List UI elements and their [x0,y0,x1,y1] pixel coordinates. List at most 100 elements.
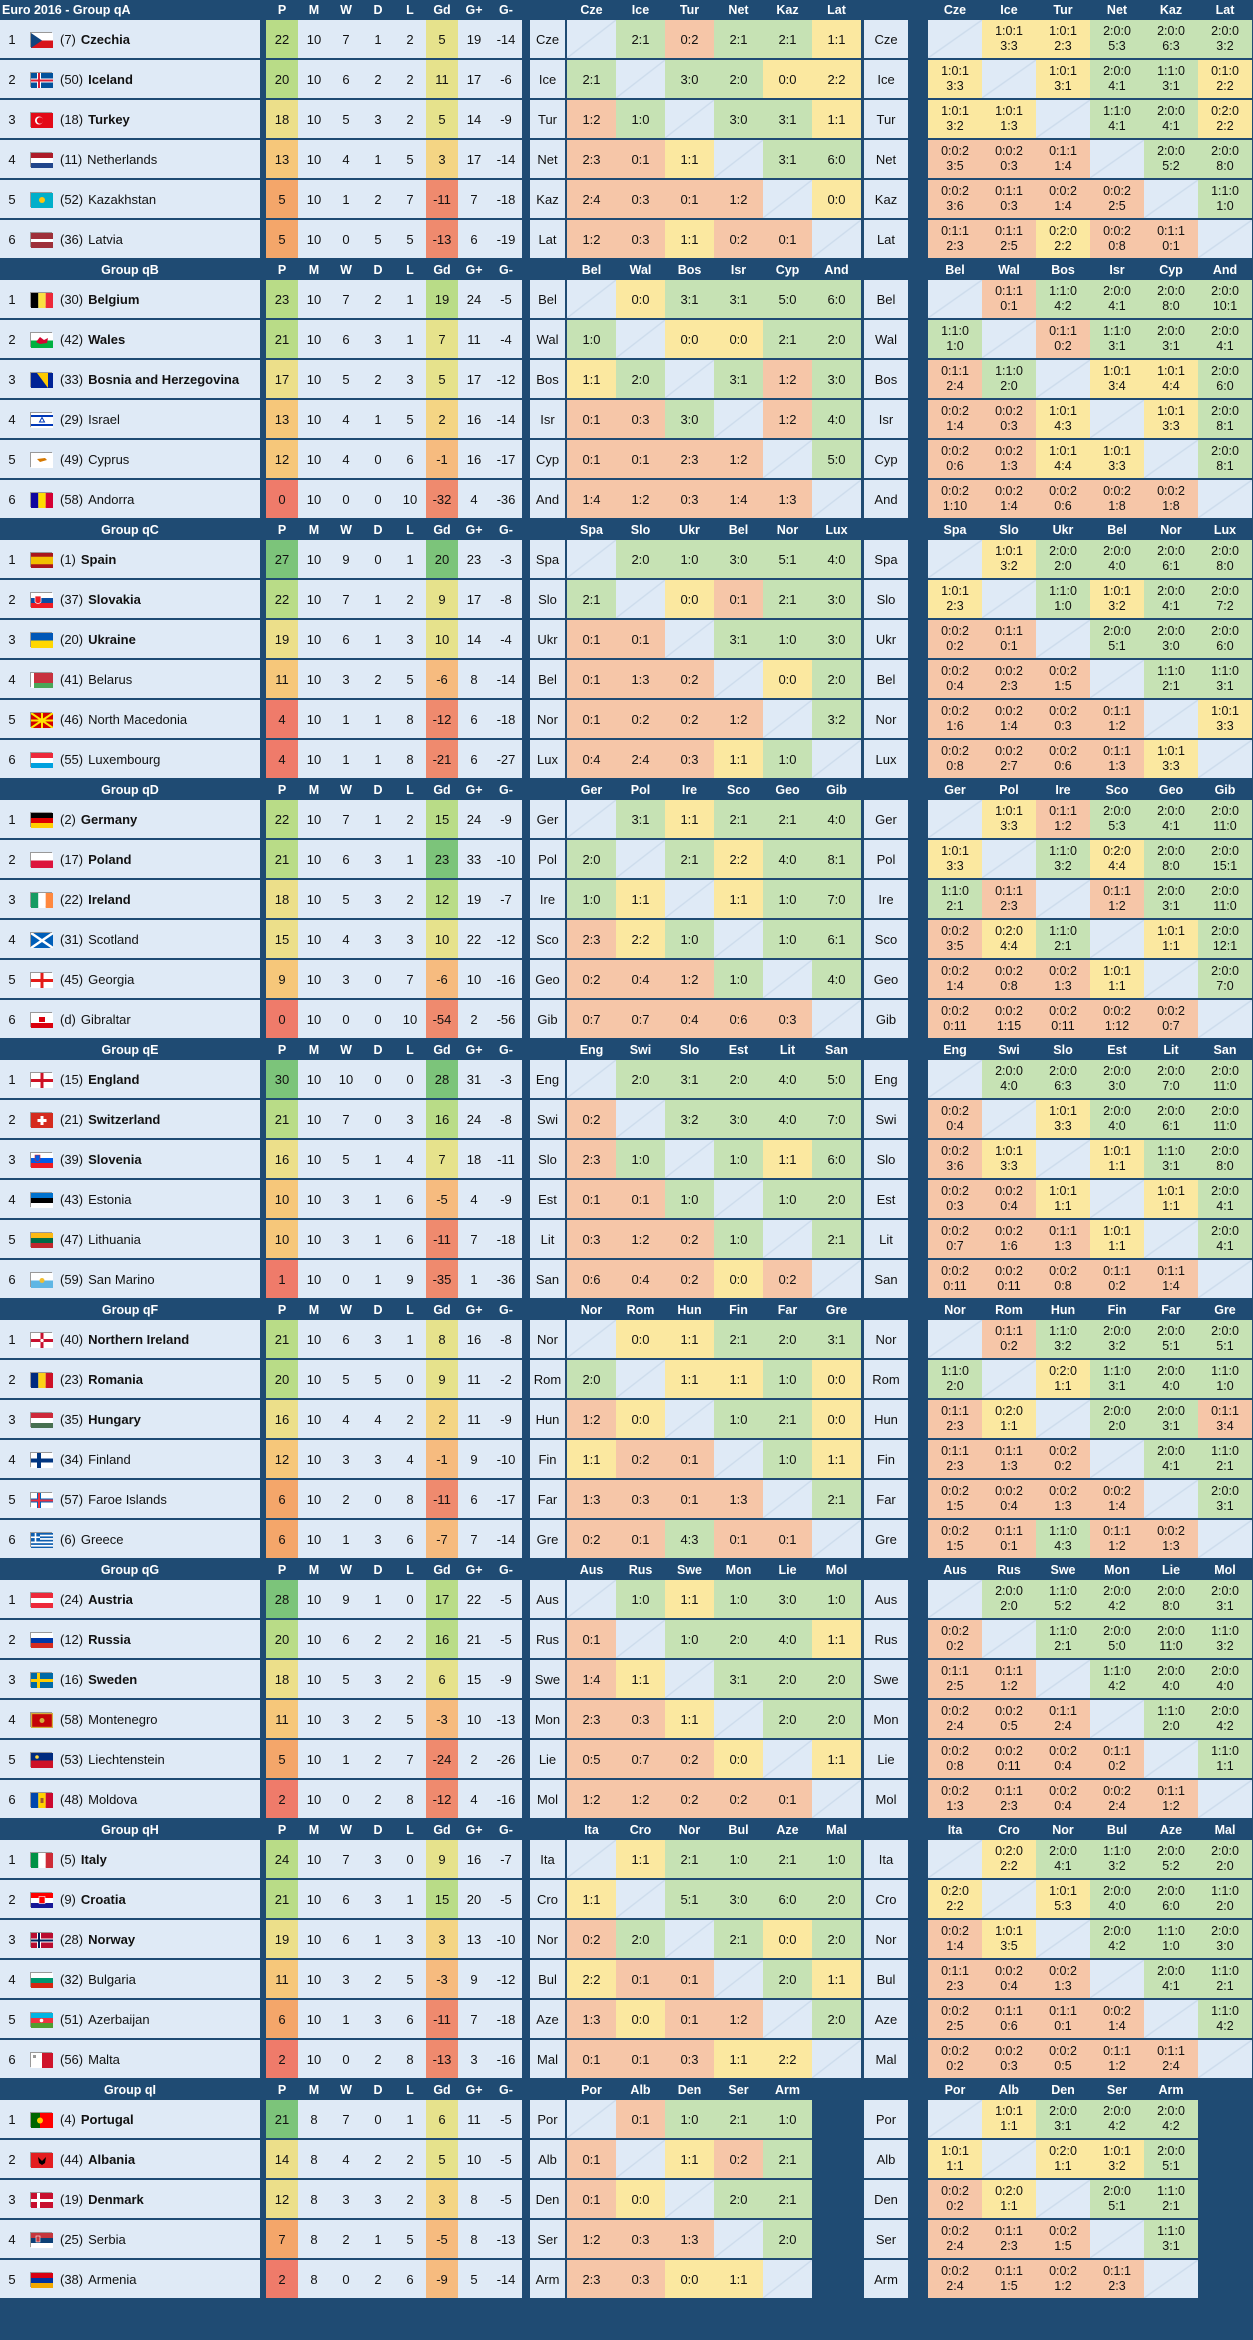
aggregate-score: 2:1 [1054,939,1072,953]
goals-for-cell: 24 [458,800,490,838]
aggregate-cell: 2:0:0 4:0 [1198,1660,1252,1698]
draws-cell: 1 [362,2220,394,2258]
wins-cell: 6 [330,1320,362,1358]
aggregate-record: 1:0:1 [1049,1884,1077,1898]
aggregate-cell: 0:1:1 1:3 [1090,740,1144,778]
flag-icon [30,1111,53,1128]
aggregate-record: 1:0:1 [1103,364,1131,378]
diagonal-cell [1144,2260,1198,2298]
match-result-cell: 0:1 [567,700,616,738]
match-result-cell: 0:2 [665,700,714,738]
aggregate-cell: 0:0:2 1:6 [928,700,982,738]
rank-cell: 3 [0,2180,24,2218]
draws-cell: 4 [362,1400,394,1438]
goal-diff-cell: 9 [426,1360,458,1398]
points-cell: 13 [266,140,298,178]
aggregate-record: 1:1:0 [941,324,969,338]
goals-against-cell: -18 [490,1220,522,1258]
row-abbr-right: Slo [864,580,908,618]
diagonal-cell [567,1060,616,1098]
team-row: 4 (29) Israel 13 10 4 1 5 2 16 -14 Isr Isr 0:1 0:3 3:0 1… [0,399,1253,439]
aggregate-cell: 0:0:2 1:5 [1036,2220,1090,2258]
rank-cell: 3 [0,1400,24,1438]
aggregate-record: 1:1:0 [1211,1884,1239,1898]
aggregate-cell: 1:1:0 1:0 [1144,1920,1198,1958]
goal-diff-cell: -5 [426,2220,458,2258]
aggregate-cell: 0:1:1 0:2 [1090,1260,1144,1298]
aggregate-score: 3:3 [1000,39,1018,53]
results-col-header: Aus [579,1562,604,1577]
stat-header-w: W [340,782,352,797]
agg-col-header: Far [1161,1302,1181,1317]
flag-icon [30,1451,53,1468]
wins-cell: 5 [330,880,362,918]
draws-cell: 1 [362,580,394,618]
diagonal-cell [1198,1780,1252,1818]
team-name: Ireland [88,891,131,907]
aggregate-record: 1:1:0 [995,364,1023,378]
aggregate-record: 2:0:0 [1157,1664,1185,1678]
agg-col-header: Den [1051,2082,1075,2097]
aggregate-score: 4:4 [1162,379,1180,393]
row-abbr-right: And [864,480,908,518]
diagonal-cell [616,1620,665,1658]
results-col-header: Sco [727,782,750,797]
goal-diff-cell: 20 [426,540,458,578]
aggregate-record: 1:0:1 [941,64,969,78]
aggregate-record: 1:0:1 [1049,444,1077,458]
fifa-rank: (31) [60,931,84,947]
aggregate-record: 0:0:2 [995,1964,1023,1978]
aggregate-cell: 1:1:0 3:2 [1090,1840,1144,1878]
aggregate-score: 4:1 [1216,339,1234,353]
wins-cell: 4 [330,2140,362,2178]
aggregate-score: 2:3 [1000,679,1018,693]
match-result-cell: 1:0 [763,1360,812,1398]
fifa-rank: (35) [60,1411,84,1427]
aggregate-score: 3:2 [1000,559,1018,573]
fifa-rank: (52) [60,191,84,207]
goals-against-cell: -5 [490,1620,522,1658]
wins-cell: 6 [330,60,362,98]
team-cell: (1) Spain [24,540,260,578]
aggregate-score: 3:3 [1000,819,1018,833]
match-result-cell: 0:1 [665,1480,714,1518]
stat-header-w: W [340,2082,352,2097]
match-result-cell: 0:0 [812,1360,861,1398]
group-header-row: Group qD P M W D L Gd G+ G- Ger Ger Pol Pol Ire Ire Sco… [0,780,1253,799]
team-name: Liechtenstein [88,1751,165,1767]
aggregate-cell: 2:0:0 2:0 [982,1580,1036,1618]
match-result-cell: 3:0 [714,1880,763,1918]
match-result-cell: 2:0 [714,60,763,98]
aggregate-cell: 0:0:2 1:8 [1144,480,1198,518]
aggregate-score: 2:4 [946,2239,964,2253]
results-col-header: Bul [728,1822,749,1837]
aggregate-record: 2:0:0 [1103,284,1131,298]
diagonal-cell [665,880,714,918]
aggregate-score: 0:11 [997,1279,1021,1293]
flag-icon [30,111,53,128]
results-col-header: Bel [728,522,749,537]
aggregate-cell: 1:1:0 1:0 [1036,580,1090,618]
group-header-row: Group qH P M W D L Gd G+ G- Ita Ita Cro Cro Nor Nor Bul… [0,1820,1253,1839]
aggregate-cell: 1:0:1 3:2 [982,540,1036,578]
agg-col-header: Ire [1055,782,1071,797]
match-result-cell: 3:2 [665,1100,714,1138]
aggregate-cell: 0:0:2 1:3 [1036,1480,1090,1518]
goal-diff-cell: 19 [426,280,458,318]
diagonal-cell [763,2260,812,2298]
group-name: Group qE [101,1042,159,1057]
played-cell: 10 [298,920,330,958]
aggregate-score: 2:3 [946,1419,964,1433]
team-name: Northern Ireland [88,1331,190,1347]
team-row: 1 (5) Italy 24 10 7 3 0 9 16 -7 Ita Ita 1:1 2:1 1:0 2:1 1… [0,1839,1253,1879]
flag-icon [30,851,53,868]
match-result-cell: 1:1 [665,800,714,838]
match-result-cell: 0:4 [616,1260,665,1298]
goals-for-cell: 2 [458,1740,490,1778]
aggregate-score: 3:2 [1054,1339,1072,1353]
aggregate-score: 3:3 [1162,419,1180,433]
diagonal-cell [982,840,1036,878]
row-abbr-left: Lux [530,740,565,778]
aggregate-record: 2:0:0 [1157,1064,1185,1078]
aggregate-score: 3:2 [1108,599,1126,613]
